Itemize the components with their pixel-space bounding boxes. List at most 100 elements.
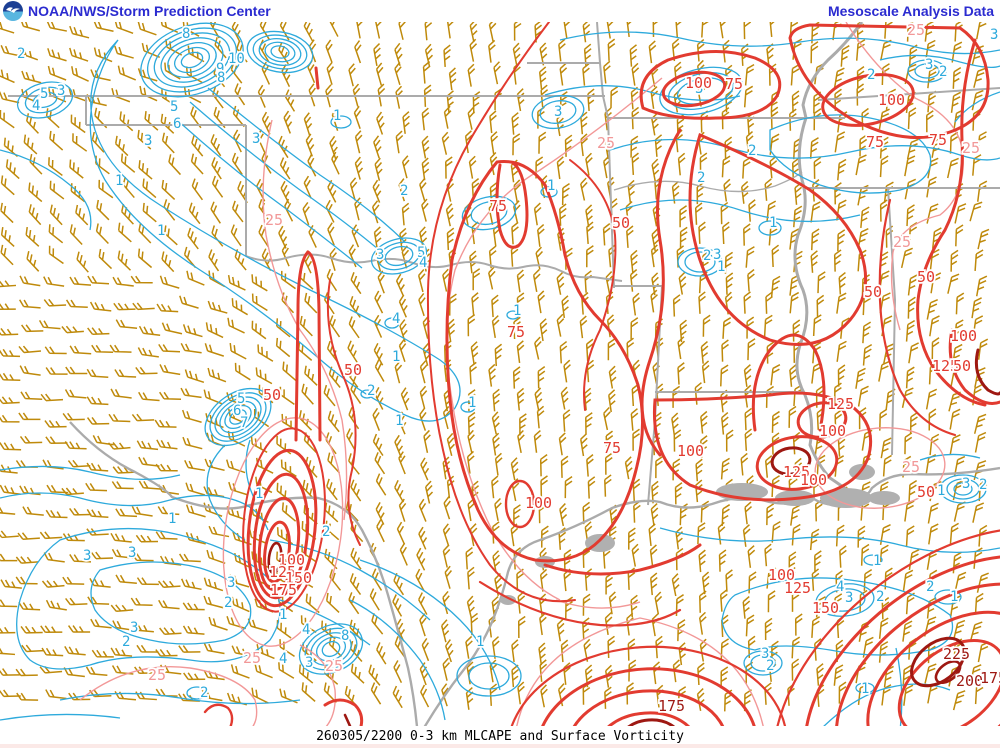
contour-label: 3 [376,247,384,263]
contour-label: 4 [392,311,400,327]
contour-label: 2 [17,46,25,62]
contour-label: 25 [148,666,166,684]
contour-label: 2 [867,67,875,83]
contour-label: 3 [128,545,136,561]
contour-label: 4 [419,255,427,271]
contour-label: 50 [864,283,882,301]
contour-label: 50 [263,386,281,404]
contour-label: 10 [228,51,245,67]
contour-label: 3 [57,83,65,99]
contour-label: 3 [845,590,853,606]
contour-label: 2 [748,143,756,159]
contour-label: 75 [929,131,947,149]
contour-label: 1 [547,178,555,194]
contour-label: 1 [468,395,476,411]
contour-label: 25 [902,458,920,476]
contour-label: 5 [40,86,48,102]
contour-label: 175 [658,697,685,715]
contour-label: 2 [400,183,408,199]
contour-label: 2 [979,477,987,493]
contour-label: 125 [269,563,296,581]
contour-label: 125 [827,395,854,413]
contour-label: 200 [956,672,983,690]
contour-label: 1 [769,215,777,231]
contour-label: 100 [950,327,977,345]
contour-label: 175 [270,581,297,599]
contour-label: 2 [322,524,330,540]
contour-label: 100 [878,91,905,109]
contour-label: 50 [612,214,630,232]
contour-label: 100 [800,471,827,489]
contour-label: 4 [836,579,844,595]
contour-label: 3 [990,27,998,43]
contour-label: 25 [962,139,980,157]
noaa-seagull-icon [6,7,20,13]
contour-label: 1 [255,486,263,502]
contour-label: 125 [932,357,959,375]
coastline [423,466,1000,726]
contour-label: 7 [240,415,248,431]
contour-label: 1 [392,349,400,365]
contour-label: 50 [917,483,935,501]
contour-label: 125 [783,463,810,481]
contour-label: 1 [157,223,165,239]
contour-label: 75 [603,439,621,457]
contour-label: 2 [200,685,208,701]
contour-label: 3 [695,81,703,97]
contour-label: 3 [130,620,138,636]
page-header: NOAA/NWS/Storm Prediction Center Mesosca… [0,0,1000,22]
contour-label: 100 [768,566,795,584]
contour-label: 3 [252,131,260,147]
contour-label: 4 [32,98,40,114]
contour-label: 4 [302,622,310,638]
header-subtitle-link[interactable]: Mesoscale Analysis Data [827,3,994,19]
contour-label: 2 [876,589,884,605]
contour-label: 5 [237,391,245,407]
contour-label: 2 [697,170,705,186]
contour-label: 25 [325,657,343,675]
contour-label: 8 [341,628,349,644]
map-caption: 260305/2200 0-3 km MLCAPE and Surface Vo… [316,729,684,744]
contour-label: 3 [305,655,313,671]
mlcape-contours-red [203,22,1000,726]
contour-label: 75 [507,323,525,341]
contour-label: 3 [227,575,235,591]
contour-label: 1 [950,589,958,605]
header-title-link[interactable]: NOAA/NWS/Storm Prediction Center [28,3,271,19]
contour-label: 100 [525,494,552,512]
state-borders [8,22,1000,506]
contour-label: 6 [233,403,241,419]
contour-label: 25 [893,233,911,251]
contour-label: 3 [962,476,970,492]
contour-label: 50 [344,361,362,379]
contour-label: 1 [168,511,176,527]
contour-label: 1 [861,681,869,697]
wind-barb-field [0,22,990,712]
contour-label: 3 [144,133,152,149]
contour-label: 50 [917,268,935,286]
contour-label: 3 [761,646,769,662]
contour-label: 25 [243,649,261,667]
contour-label: 8 [217,70,225,86]
contour-label: 2 [122,634,130,650]
noaa-logo[interactable] [3,1,23,21]
contour-label: 1 [115,173,123,189]
contour-label: 2 [939,64,947,80]
contour-label: 50 [953,357,971,375]
contour-label: 5 [170,99,178,115]
contour-label: 150 [812,599,839,617]
mlcape-contours-25 [79,22,965,726]
contour-label: 1 [717,259,725,275]
contour-label: 2 [367,383,375,399]
contour-label: 125 [784,579,811,597]
contour-label: 1 [279,607,287,623]
contour-label: 100 [685,74,712,92]
contour-label: 2 [703,248,711,264]
contour-label: 5 [417,245,425,261]
contour-label: 4 [279,651,287,667]
contour-label: 175 [980,669,1000,687]
